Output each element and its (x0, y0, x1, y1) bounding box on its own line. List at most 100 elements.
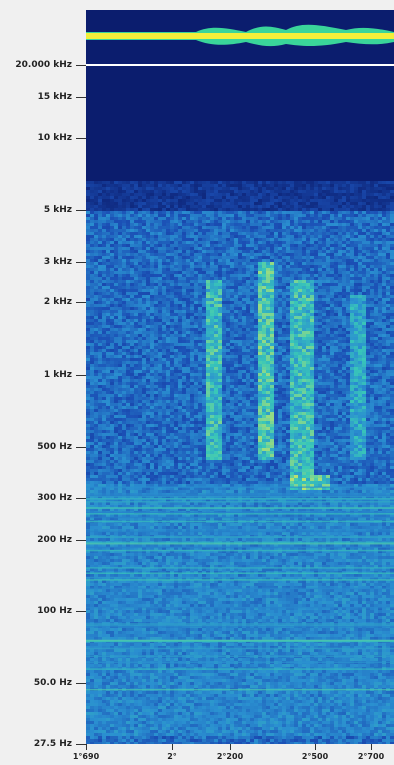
spectrogram-cell (290, 283, 294, 286)
spectrogram-cell (122, 370, 126, 373)
spectrogram-cell (178, 256, 182, 259)
spectrogram-cell (118, 205, 122, 208)
spectrogram-cell (290, 184, 294, 187)
spectrogram-cell (198, 337, 202, 340)
spectrogram-cell (386, 202, 390, 205)
spectrogram-cell (198, 250, 202, 253)
spectrogram-cell (278, 184, 282, 187)
spectrogram-cell (198, 361, 202, 364)
spectrogram-cell (202, 181, 206, 184)
spectrogram-cell (158, 322, 162, 325)
spectrogram-cell (386, 184, 390, 187)
spectrogram-cell (226, 355, 230, 358)
spectrogram-cell (178, 250, 182, 253)
spectrogram-cell (354, 250, 358, 253)
spectrogram-cell (222, 343, 226, 346)
spectrogram-cell (294, 211, 298, 214)
spectrogram-cell (110, 310, 114, 313)
spectrogram-cell (310, 262, 314, 265)
spectrogram-cell (94, 289, 98, 292)
spectrogram-cell (334, 202, 338, 205)
spectrogram-cell (98, 346, 102, 349)
spectrogram-cell (130, 229, 134, 232)
spectrogram-cell (178, 289, 182, 292)
spectrogram-cell (198, 313, 202, 316)
spectrogram-cell (294, 370, 298, 373)
spectrogram-cell (330, 295, 334, 298)
spectrogram-cell (210, 340, 214, 343)
spectrogram-cell (162, 268, 166, 271)
spectrogram-cell (262, 283, 266, 286)
spectrogram-cell (218, 325, 222, 328)
spectrogram-cell (346, 193, 350, 196)
spectrogram-cell (174, 361, 178, 364)
spectrogram-cell (386, 298, 390, 301)
spectrogram-cell (206, 247, 210, 250)
spectrogram-cell (318, 205, 322, 208)
spectrogram-cell (290, 322, 294, 325)
spectrogram-cell (234, 334, 238, 337)
spectrogram-cell (198, 235, 202, 238)
spectrogram-cell (342, 247, 346, 250)
spectrogram-cell (202, 367, 206, 370)
spectrogram-cell (254, 367, 258, 370)
spectrogram-cell (390, 256, 394, 259)
spectrogram-cell (358, 361, 362, 364)
spectrogram-cell (362, 361, 366, 364)
spectrogram-cell (198, 190, 202, 193)
spectrogram-cell (270, 190, 274, 193)
spectrogram-cell (318, 334, 322, 337)
spectrogram-cell (94, 208, 98, 211)
spectrogram-cell (106, 310, 110, 313)
spectrogram-cell (166, 226, 170, 229)
spectrogram-cell (326, 202, 330, 205)
spectrogram-cell (158, 193, 162, 196)
spectrogram-cell (146, 190, 150, 193)
spectrogram-cell (338, 226, 342, 229)
spectrogram-cell (258, 307, 262, 310)
spectrogram-cell (354, 370, 358, 373)
spectrogram-cell (154, 313, 158, 316)
spectrogram-cell (346, 352, 350, 355)
spectrogram-cell (194, 235, 198, 238)
spectrogram-cell (94, 277, 98, 280)
spectrogram-cell (86, 205, 90, 208)
spectrogram-cell (374, 265, 378, 268)
spectrogram-plot[interactable] (86, 10, 394, 744)
spectrogram-cell (318, 352, 322, 355)
spectrogram-cell (126, 286, 130, 289)
spectrogram-cell (254, 346, 258, 349)
spectrogram-cell (218, 220, 222, 223)
spectrogram-cell (142, 190, 146, 193)
spectrogram-cell (134, 343, 138, 346)
spectrogram-cell (142, 370, 146, 373)
spectrogram-cell (378, 220, 382, 223)
spectrogram-cell (350, 217, 354, 220)
spectrogram-cell (234, 262, 238, 265)
spectrogram-cell (222, 181, 226, 184)
spectrogram-cell (362, 268, 366, 271)
spectrogram-cell (242, 283, 246, 286)
spectrogram-cell (370, 226, 374, 229)
spectrogram-cell (322, 202, 326, 205)
spectrogram-cell (282, 211, 286, 214)
spectrogram-cell (218, 277, 222, 280)
spectrogram-cell (366, 319, 370, 322)
spectrogram-cell (342, 202, 346, 205)
spectrogram-cell (130, 211, 134, 214)
spectrogram-cell (150, 289, 154, 292)
spectrogram-cell (242, 253, 246, 256)
spectrogram-cell (238, 262, 242, 265)
spectrogram-cell (230, 346, 234, 349)
spectrogram-cell (314, 325, 318, 328)
spectrogram-cell (178, 364, 182, 367)
spectrogram-cell (278, 196, 282, 199)
spectrogram-cell (286, 286, 290, 289)
spectrogram-cell (358, 346, 362, 349)
spectrogram-cell (194, 319, 198, 322)
spectrogram-cell (130, 328, 134, 331)
spectrogram-cell (350, 352, 354, 355)
spectrogram-cell (102, 334, 106, 337)
spectrogram-cell (330, 190, 334, 193)
spectrogram-cell (202, 232, 206, 235)
